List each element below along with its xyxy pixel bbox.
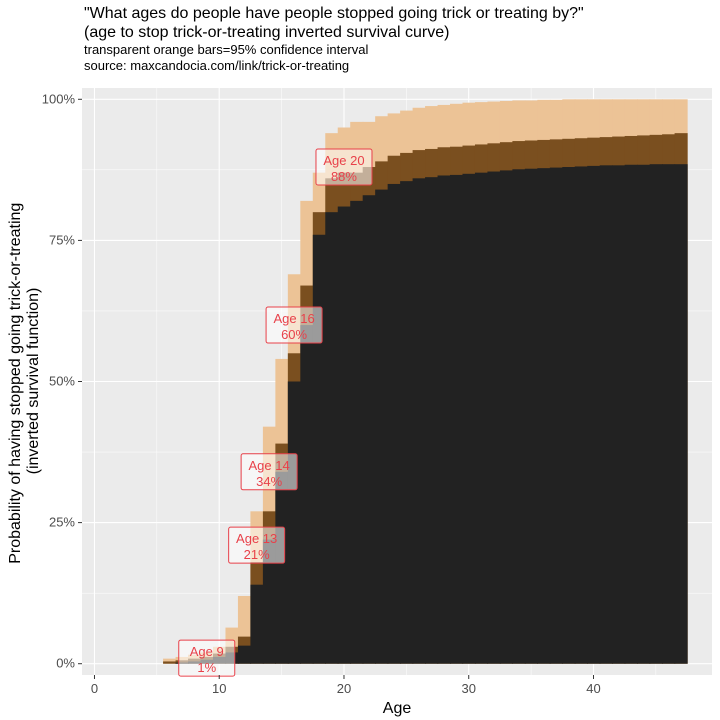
y-axis-title-line2: (inverted survival function) xyxy=(25,288,42,475)
estimate-bar xyxy=(400,181,414,664)
y-tick-label: 100% xyxy=(42,91,76,106)
estimate-bar xyxy=(287,381,301,664)
annotation-percent-text: 34% xyxy=(256,474,282,489)
annotation-box xyxy=(240,453,298,491)
chart-title-line2: (age to stop trick-or-treating inverted … xyxy=(84,24,450,41)
estimate-bar xyxy=(499,170,513,664)
x-tick-label: 0 xyxy=(91,681,98,696)
x-tick-label: 10 xyxy=(212,681,226,696)
estimate-bar xyxy=(599,165,613,664)
estimate-bar xyxy=(450,174,464,664)
estimate-bar xyxy=(350,200,364,664)
annotation-box xyxy=(265,306,323,344)
chart-title-line1: "What ages do people have people stopped… xyxy=(84,5,584,22)
x-axis-title: Age xyxy=(383,700,412,717)
estimate-bar xyxy=(637,164,651,664)
estimate-bar xyxy=(562,167,576,664)
estimate-bar xyxy=(262,539,276,664)
estimate-bar xyxy=(325,212,339,664)
y-axis-title: Probability of having stopped going tric… xyxy=(7,198,42,564)
annotation-percent-text: 1% xyxy=(197,660,216,675)
y-tick-label: 75% xyxy=(49,232,75,247)
estimate-bar xyxy=(387,183,401,664)
annotation-box xyxy=(315,148,373,186)
estimate-bar xyxy=(587,165,601,664)
estimate-bar xyxy=(512,169,526,664)
x-axis: 0 10 20 30 40 xyxy=(91,675,601,696)
y-tick-label: 0% xyxy=(56,656,75,671)
estimate-bar xyxy=(250,584,264,664)
chart-subtitle-line2: source: maxcandocia.com/link/trick-or-tr… xyxy=(84,58,350,73)
estimate-bar xyxy=(412,178,426,664)
estimate-bar xyxy=(275,471,289,664)
estimate-bar xyxy=(662,164,676,664)
annotation-age-text: Age 20 xyxy=(323,153,364,168)
chart-subtitle: transparent orange bars=95% confidence i… xyxy=(84,42,368,74)
y-axis-title-line1: Probability of having stopped going tric… xyxy=(7,203,24,564)
estimate-bar xyxy=(337,206,351,664)
annotation-age-text: Age 14 xyxy=(249,458,290,473)
estimate-bar xyxy=(474,172,489,664)
y-axis: 0% 25% 50% 75% 100% xyxy=(42,91,82,671)
annotation-box xyxy=(178,639,236,677)
estimate-bar xyxy=(524,168,538,664)
estimate-bar xyxy=(437,175,451,664)
estimate-bar xyxy=(300,325,314,664)
annotation-percent-text: 21% xyxy=(244,547,270,562)
chart-subtitle-line1: transparent orange bars=95% confidence i… xyxy=(84,42,369,57)
estimate-bar xyxy=(237,645,252,664)
x-tick-label: 40 xyxy=(586,681,600,696)
y-tick-label: 50% xyxy=(49,374,75,389)
estimate-bar xyxy=(537,168,551,664)
ci-inner-bar xyxy=(163,661,177,664)
estimate-bar xyxy=(549,167,563,664)
estimate-bar xyxy=(312,234,326,664)
estimate-bars xyxy=(175,164,688,664)
estimate-bar xyxy=(362,195,376,664)
annotation-age-text: Age 9 xyxy=(190,644,224,659)
annotation-percent-text: 88% xyxy=(331,169,357,184)
annotation-percent-text: 60% xyxy=(281,327,307,342)
estimate-bar xyxy=(425,177,439,664)
estimate-bar xyxy=(674,164,688,664)
estimate-bar xyxy=(375,189,389,664)
estimate-bar xyxy=(487,171,501,664)
x-tick-label: 30 xyxy=(461,681,475,696)
chart-title: "What ages do people have people stopped… xyxy=(84,4,584,42)
annotation-label: Age 91% xyxy=(178,639,236,677)
estimate-bar xyxy=(574,166,588,664)
estimate-bar xyxy=(624,164,638,664)
ci-upper-bar xyxy=(163,658,177,664)
estimate-bar xyxy=(649,164,663,664)
annotation-age-text: Age 13 xyxy=(236,531,277,546)
annotation-age-text: Age 16 xyxy=(273,311,314,326)
x-tick-label: 20 xyxy=(337,681,351,696)
estimate-bar xyxy=(612,165,626,664)
estimate-bar xyxy=(462,173,476,664)
y-tick-label: 25% xyxy=(49,515,75,530)
annotation-box xyxy=(228,526,286,564)
